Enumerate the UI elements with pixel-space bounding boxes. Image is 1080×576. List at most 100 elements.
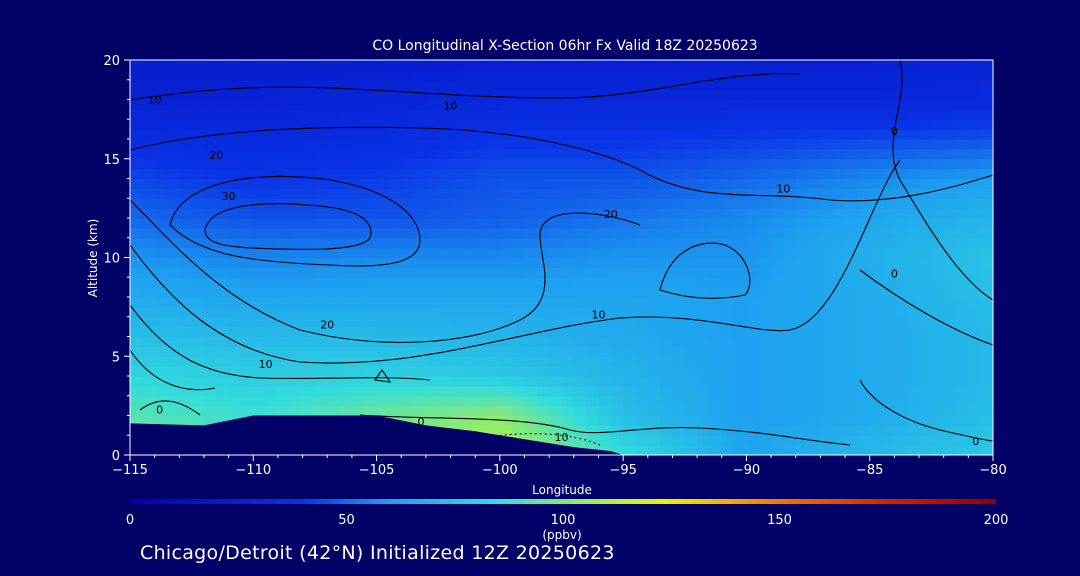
field-cell [154, 237, 168, 249]
field-cell [277, 109, 291, 120]
field-cell [203, 129, 217, 140]
field-cell [376, 198, 390, 209]
field-cell [327, 247, 341, 259]
field-cell [487, 148, 501, 160]
contour-line [130, 73, 801, 101]
field-cell [351, 385, 365, 397]
field-cell [672, 109, 686, 120]
field-cell [240, 277, 254, 288]
field-cell [734, 257, 748, 268]
field-cell [845, 109, 858, 120]
field-cell [598, 287, 612, 298]
field-cell [450, 158, 464, 170]
field-cell [339, 99, 353, 110]
field-cell [586, 356, 600, 367]
field-cell [635, 376, 649, 387]
field-cell [906, 306, 920, 318]
field-cell [499, 198, 513, 209]
field-cell [771, 395, 785, 407]
field-cell [610, 109, 624, 120]
field-cell [832, 139, 846, 150]
field-cell [709, 425, 723, 436]
field-cell [623, 60, 637, 71]
field-cell [956, 79, 969, 91]
field-cell [684, 198, 698, 209]
contour-line [130, 304, 431, 381]
field-cell [943, 139, 957, 150]
field-cell [154, 316, 168, 328]
field-cell [425, 89, 439, 101]
field-cell [869, 425, 883, 436]
field-cell [475, 79, 489, 91]
field-cell [339, 198, 353, 209]
field-cell [610, 287, 624, 298]
field-cell [906, 99, 920, 110]
field-cell [783, 129, 797, 140]
field-cell [956, 366, 969, 377]
field-cell [697, 158, 711, 170]
contour-line [374, 369, 392, 383]
field-cell [388, 277, 402, 288]
field-cell [302, 366, 316, 377]
field-cell [610, 99, 624, 110]
field-cell [980, 208, 993, 219]
field-cell [919, 395, 932, 407]
field-cell [290, 336, 304, 347]
field-cell [808, 168, 821, 180]
field-cell [142, 69, 156, 81]
field-cell [956, 425, 969, 436]
field-cell [462, 346, 476, 357]
field-cell [536, 346, 550, 357]
field-cell [795, 188, 809, 199]
field-cell [154, 208, 168, 219]
field-cell [709, 208, 723, 219]
field-cell [549, 435, 563, 446]
field-cell [746, 366, 760, 377]
field-cell [240, 287, 254, 298]
field-cell [277, 89, 291, 101]
field-cell [499, 247, 513, 259]
field-cell [832, 415, 846, 426]
field-cell [216, 89, 230, 101]
field-cell [647, 99, 661, 110]
field-cell [376, 237, 390, 249]
field-cell [524, 119, 538, 130]
field-cell [290, 89, 304, 101]
field-cell [697, 366, 711, 377]
field-cell [524, 109, 538, 120]
field-cell [376, 208, 390, 219]
field-cell [647, 415, 661, 426]
field-cell [512, 208, 526, 219]
field-cell [672, 297, 686, 308]
field-cell [808, 346, 821, 357]
field-cell [869, 89, 883, 101]
field-cell [721, 287, 735, 298]
field-cell [647, 148, 661, 160]
field-cell [660, 425, 674, 436]
field-cell [499, 227, 513, 239]
field-cell [709, 69, 723, 81]
field-cell [302, 129, 316, 140]
field-cell [314, 148, 328, 160]
field-cell [191, 405, 205, 417]
field-cell [524, 218, 538, 229]
field-cell [166, 119, 180, 130]
field-cell [191, 79, 205, 91]
field-cell [635, 218, 649, 229]
field-cell [783, 247, 797, 259]
field-cell [672, 89, 686, 101]
field-cell [216, 178, 230, 189]
field-cell [327, 316, 341, 328]
field-cell [573, 247, 587, 259]
field-cell [734, 356, 748, 367]
field-cell [635, 395, 649, 407]
field-cell [635, 247, 649, 259]
field-cell [869, 99, 883, 110]
field-cell [290, 277, 304, 288]
contour-label: 10 [776, 182, 790, 195]
field-cell [771, 356, 785, 367]
field-cell [931, 188, 945, 199]
field-cell [783, 168, 797, 180]
field-cell [462, 405, 476, 417]
field-cell [512, 326, 526, 338]
